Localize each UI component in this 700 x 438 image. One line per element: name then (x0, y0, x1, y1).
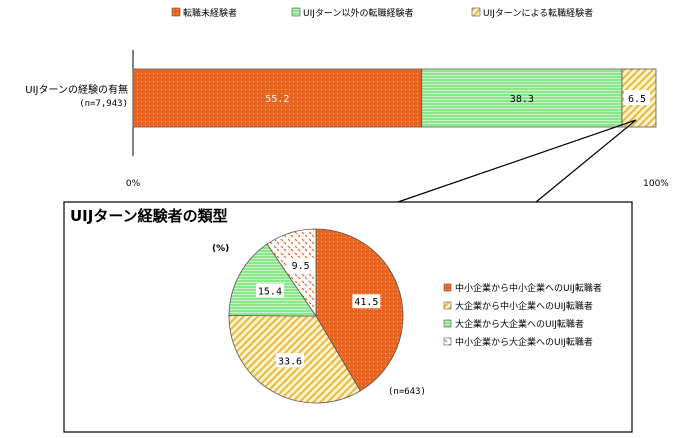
pie-chart: 41.5 33.6 15.4 9.5 (228, 228, 404, 404)
bar-legend-swatch-0 (171, 7, 181, 17)
pie-title: UIJターン経験者の類型 (70, 207, 228, 225)
pie-value-label-2: 15.4 (258, 286, 282, 297)
pie-slice-0 (315, 228, 404, 392)
bar-legend-label-2: UIJターンによる転職経験者 (483, 7, 593, 19)
pie-legend-label-1: 大企業から中小企業へのUIJ転職者 (455, 300, 593, 312)
pie-slice-3 (266, 228, 317, 318)
pie-value-bg-3 (286, 258, 315, 273)
pie-unit-label: (%) (212, 244, 229, 254)
bar-value-label-1: 38.3 (510, 94, 534, 105)
bar-plot-area: UIJターンの経験の有無 (n=7,943) 0% 100% 55.2 38.3 6… (25, 50, 669, 189)
bar-legend-label-1: UIJターン以外の転職経験者 (303, 7, 413, 19)
bar-legend-swatch-1 (291, 7, 301, 17)
bar-legend: 転職未経験者 UIJターン以外の転職経験者 UIJターンによる転職経験者 (171, 7, 593, 19)
pie-legend-label-0: 中小企業から中小企業へのUIJ転職者 (455, 282, 602, 294)
bar-legend-swatch-2 (471, 7, 481, 17)
pie-value-label-0: 41.5 (354, 297, 378, 308)
pie-value-bg-0 (352, 294, 381, 309)
pie-legend-swatch-1 (443, 301, 452, 310)
pie-n-label: (n=643) (388, 387, 426, 397)
bar-value-label-2: 6.5 (628, 94, 646, 105)
bar-value-bg-2 (624, 90, 651, 105)
pie-legend: 中小企業から中小企業へのUIJ転職者大企業から中小企業へのUIJ転職者大企業から… (443, 282, 602, 348)
pie-legend-swatch-2 (443, 319, 452, 328)
pie-value-label-1: 33.6 (278, 356, 302, 367)
pie-legend-label-3: 中小企業から大企業へのUIJ転職者 (455, 336, 593, 348)
callout-connector (397, 119, 637, 203)
bar-category-note: (n=7,943) (79, 99, 128, 109)
bar-tick-100: 100% (643, 179, 669, 189)
pie-legend-swatch-3 (443, 337, 452, 346)
pie-legend-swatch-0 (443, 283, 452, 292)
pie-slice-2 (228, 243, 317, 317)
bar-segment-0 (132, 68, 423, 128)
bar-segment-1 (421, 68, 623, 128)
pie-legend-label-2: 大企業から大企業へのUIJ転職者 (455, 318, 584, 330)
pie-value-bg-2 (255, 283, 284, 298)
bar-legend-label-0: 転職未経験者 (183, 7, 237, 19)
bar-category-label: UIJターンの経験の有無 (25, 83, 128, 96)
pie-value-bg-1 (275, 353, 304, 368)
bar-tick-0: 0% (126, 179, 141, 189)
bar-value-label-0: 55.2 (265, 94, 289, 105)
pie-value-label-3: 9.5 (292, 261, 310, 272)
